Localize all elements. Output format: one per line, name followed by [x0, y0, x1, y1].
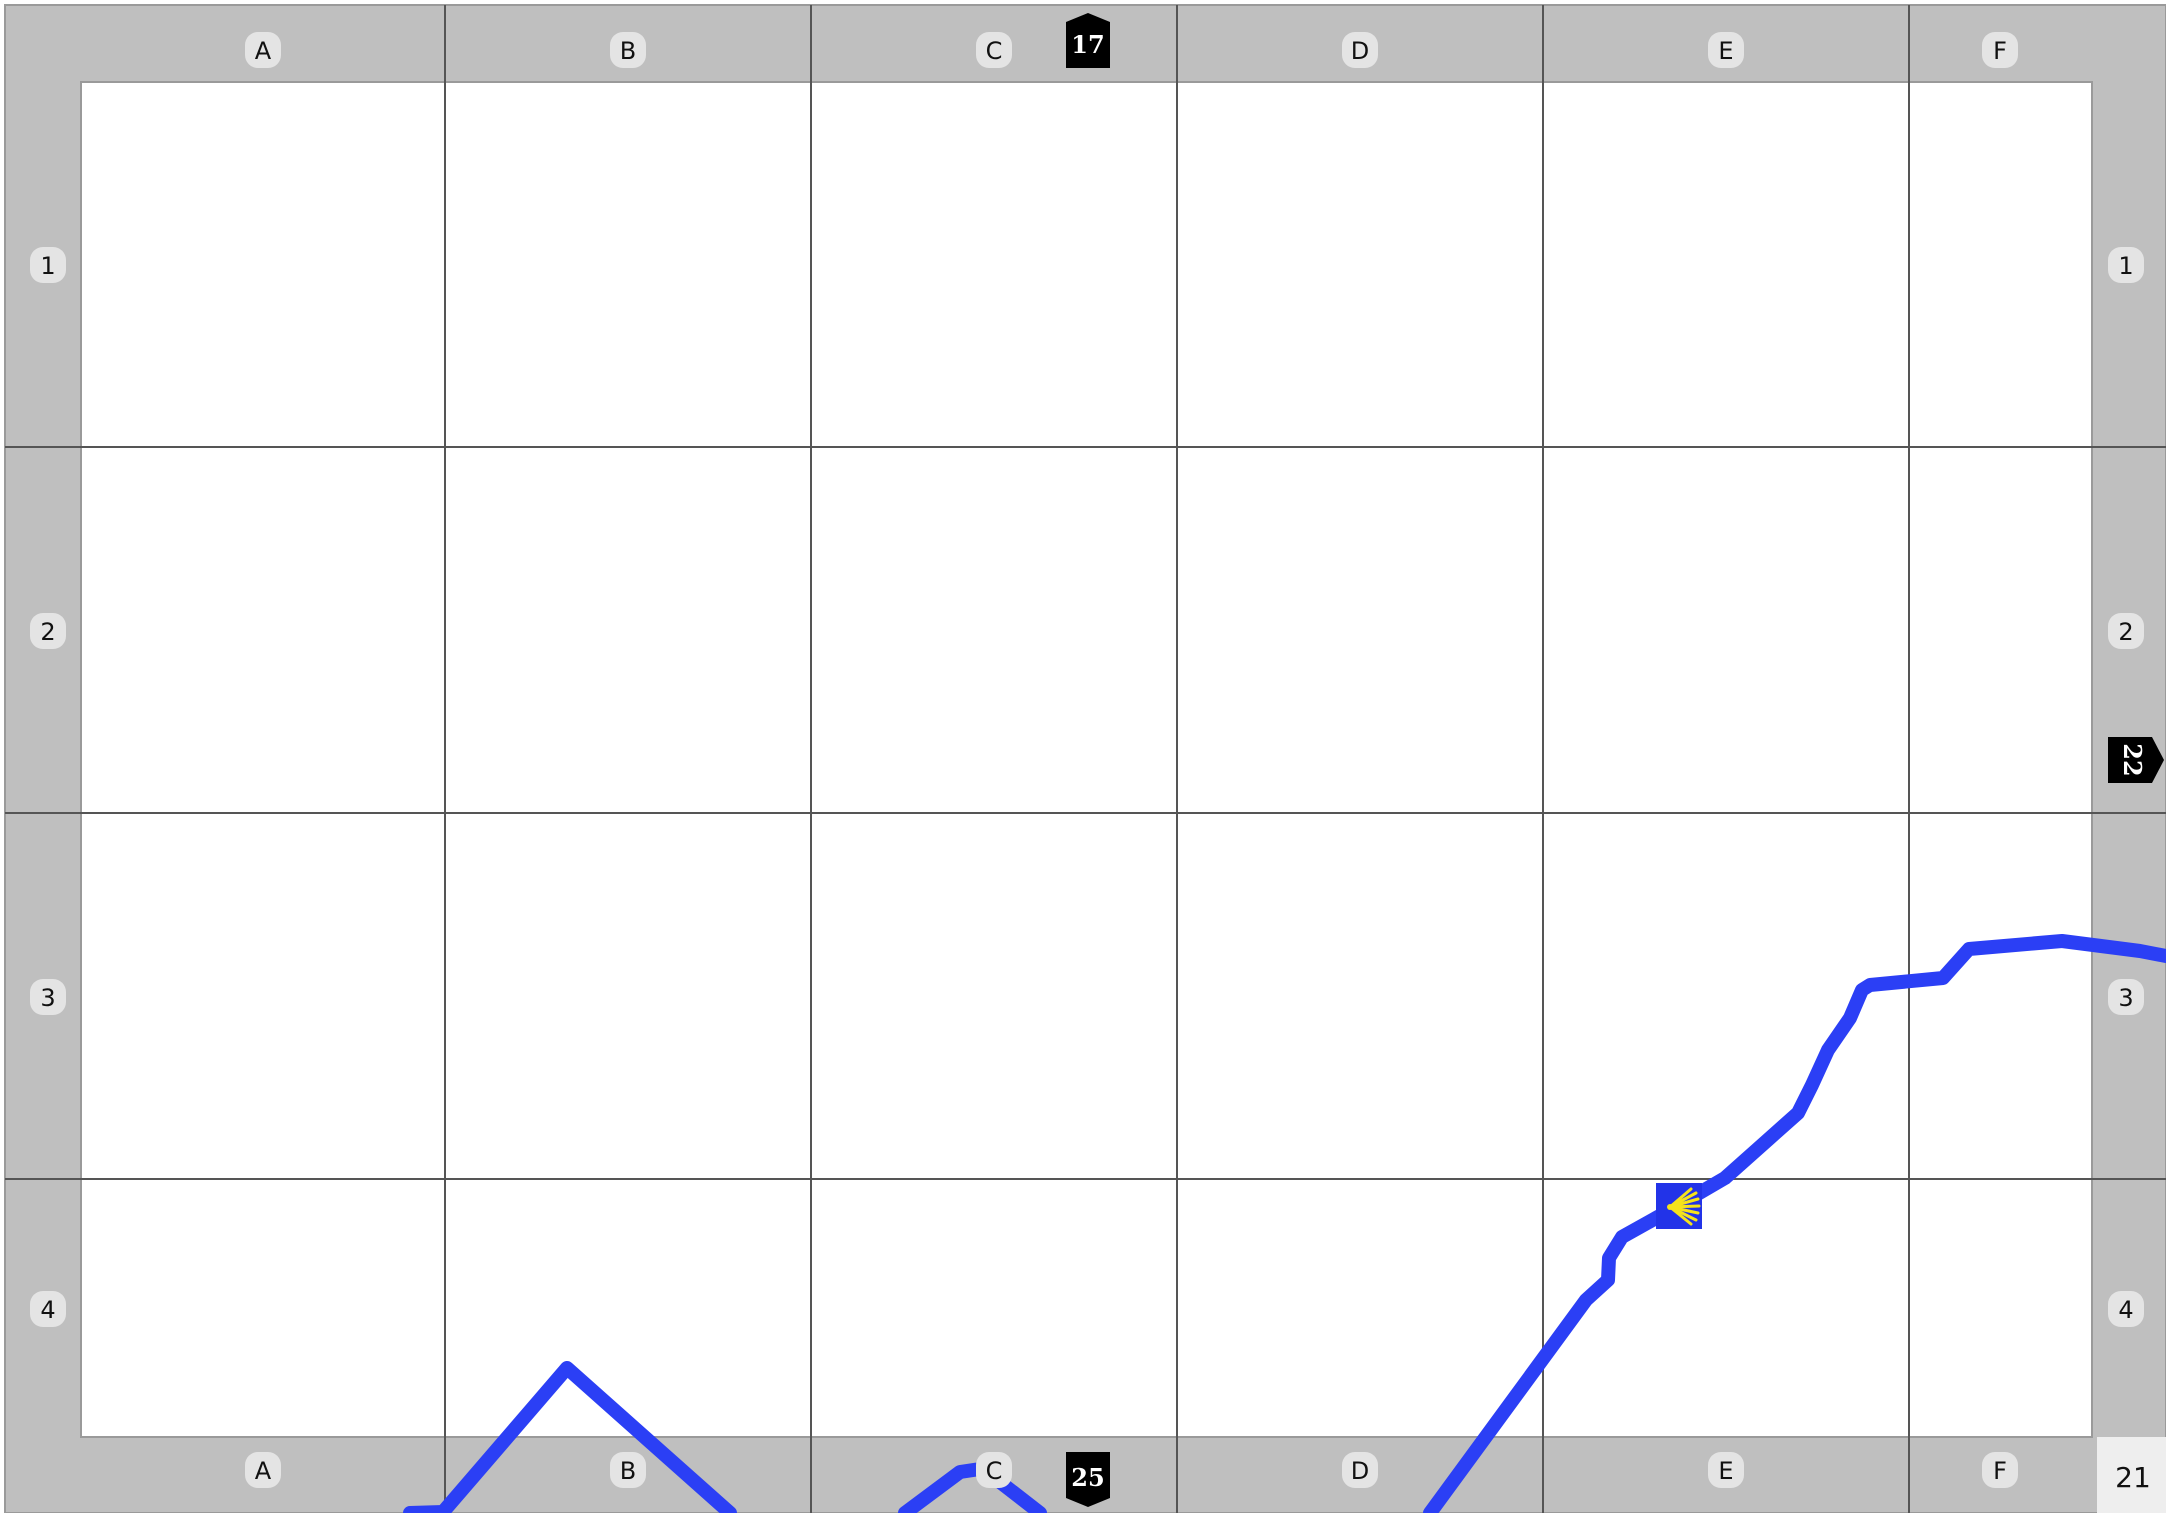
- svg-text:25: 25: [1071, 1463, 1104, 1492]
- page-number-box: 21: [2097, 1437, 2166, 1513]
- column-label-bottom-f: F: [1982, 1452, 2018, 1488]
- column-label-top-d: D: [1342, 32, 1378, 68]
- column-label-top-e: E: [1708, 32, 1744, 68]
- row-label-right-2: 2: [2108, 613, 2144, 649]
- row-label-left-4: 4: [30, 1291, 66, 1327]
- row-label-left-3: 3: [30, 979, 66, 1015]
- grid-lines: [5, 5, 2166, 1513]
- column-label-top-b: B: [610, 32, 646, 68]
- svg-text:A: A: [255, 1457, 272, 1485]
- svg-text:3: 3: [40, 984, 55, 1012]
- svg-text:D: D: [1351, 1457, 1369, 1485]
- camino-route[interactable]: [1423, 934, 2166, 1513]
- scallop-shell-icon[interactable]: [1656, 1183, 1702, 1229]
- adjacent-page-top-tag[interactable]: 17: [1066, 13, 1110, 68]
- row-label-right-4: 4: [2108, 1291, 2144, 1327]
- svg-text:D: D: [1351, 37, 1369, 65]
- svg-text:4: 4: [40, 1296, 55, 1324]
- svg-text:1: 1: [2118, 252, 2133, 280]
- svg-text:3: 3: [2118, 984, 2133, 1012]
- svg-text:E: E: [1718, 37, 1733, 65]
- svg-text:2: 2: [2118, 618, 2133, 646]
- row-label-left-2: 2: [30, 613, 66, 649]
- column-label-top-a: A: [245, 32, 281, 68]
- column-label-bottom-e: E: [1708, 1452, 1744, 1488]
- map-area: [80, 81, 2093, 1438]
- column-label-bottom-a: A: [245, 1452, 281, 1488]
- column-label-top-c: C: [976, 32, 1012, 68]
- row-label-right-1: 1: [2108, 247, 2144, 283]
- svg-text:B: B: [620, 37, 636, 65]
- column-label-top-f: F: [1982, 32, 2018, 68]
- svg-text:F: F: [1993, 37, 2007, 65]
- svg-text:22: 22: [2118, 743, 2147, 776]
- svg-text:4: 4: [2118, 1296, 2133, 1324]
- svg-text:1: 1: [40, 252, 55, 280]
- adjacent-page-bottom-tag[interactable]: 25: [1066, 1452, 1110, 1507]
- svg-text:C: C: [986, 1457, 1003, 1485]
- column-label-bottom-b: B: [610, 1452, 646, 1488]
- row-label-right-3: 3: [2108, 979, 2144, 1015]
- row-label-left-1: 1: [30, 247, 66, 283]
- svg-text:E: E: [1718, 1457, 1733, 1485]
- svg-text:A: A: [255, 37, 272, 65]
- svg-text:2: 2: [40, 618, 55, 646]
- column-label-bottom-d: D: [1342, 1452, 1378, 1488]
- column-label-bottom-c: C: [976, 1452, 1012, 1488]
- svg-text:B: B: [620, 1457, 636, 1485]
- svg-text:C: C: [986, 37, 1003, 65]
- svg-text:21: 21: [2115, 1461, 2151, 1494]
- svg-text:F: F: [1993, 1457, 2007, 1485]
- svg-text:17: 17: [1071, 30, 1104, 59]
- adjacent-page-right-tag[interactable]: 22: [2108, 737, 2164, 783]
